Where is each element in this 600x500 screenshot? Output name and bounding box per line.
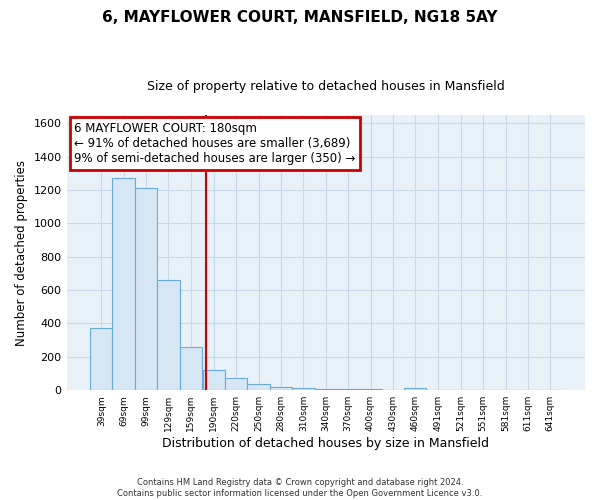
Bar [270,387,292,390]
Bar [203,370,225,390]
Bar [225,378,247,390]
Bar [90,328,112,390]
Bar [359,388,382,390]
Title: Size of property relative to detached houses in Mansfield: Size of property relative to detached ho… [147,80,505,93]
Text: 6, MAYFLOWER COURT, MANSFIELD, NG18 5AY: 6, MAYFLOWER COURT, MANSFIELD, NG18 5AY [102,10,498,25]
Bar [157,280,179,390]
Bar [404,388,427,390]
Bar [112,178,135,390]
Text: Contains HM Land Registry data © Crown copyright and database right 2024.
Contai: Contains HM Land Registry data © Crown c… [118,478,482,498]
Bar [314,388,337,390]
Bar [292,388,314,390]
Bar [247,384,270,390]
Bar [337,388,359,390]
Y-axis label: Number of detached properties: Number of detached properties [15,160,28,346]
X-axis label: Distribution of detached houses by size in Mansfield: Distribution of detached houses by size … [162,437,489,450]
Bar [179,347,202,390]
Text: 6 MAYFLOWER COURT: 180sqm
← 91% of detached houses are smaller (3,689)
9% of sem: 6 MAYFLOWER COURT: 180sqm ← 91% of detac… [74,122,356,165]
Bar [135,188,157,390]
